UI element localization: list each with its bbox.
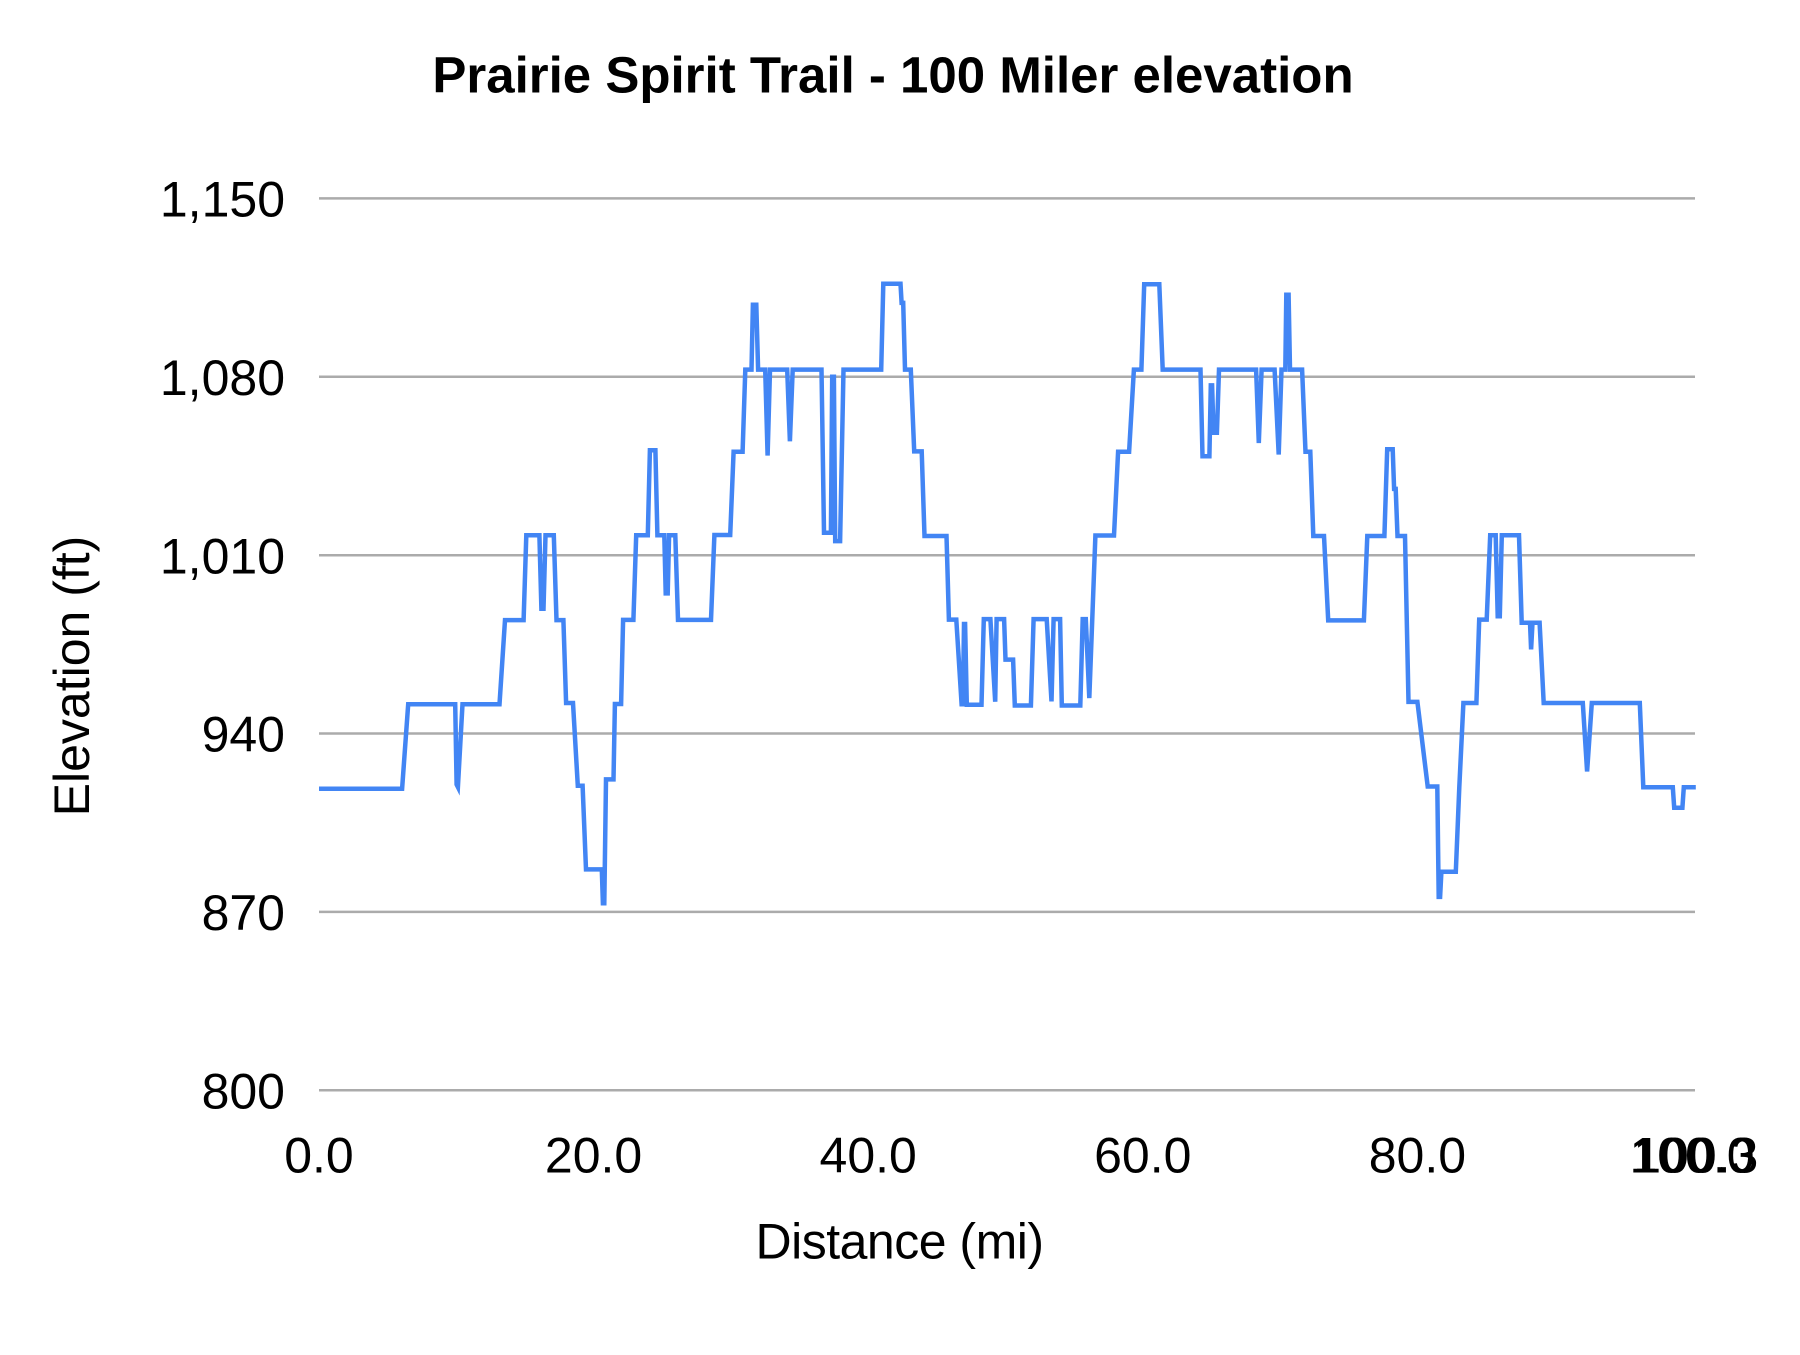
svg-text:940: 940 (202, 707, 285, 763)
svg-text:Prairie Spirit Trail - 100 Mil: Prairie Spirit Trail - 100 Miler elevati… (432, 47, 1353, 104)
svg-text:100.3: 100.3 (1633, 1128, 1758, 1184)
svg-text:60.0: 60.0 (1094, 1128, 1191, 1184)
svg-text:100.0: 100.0 (1629, 1128, 1754, 1184)
svg-text:20.0: 20.0 (545, 1128, 642, 1184)
svg-text:Elevation (ft): Elevation (ft) (44, 536, 100, 817)
svg-text:80.0: 80.0 (1369, 1128, 1466, 1184)
svg-text:40.0: 40.0 (820, 1128, 917, 1184)
svg-text:0.0: 0.0 (284, 1128, 354, 1184)
svg-text:800: 800 (202, 1064, 285, 1120)
svg-text:1,080: 1,080 (160, 350, 285, 406)
svg-text:1,010: 1,010 (160, 528, 285, 584)
svg-text:1,150: 1,150 (160, 172, 285, 228)
svg-text:870: 870 (202, 885, 285, 941)
svg-text:Distance (mi): Distance (mi) (756, 1213, 1044, 1269)
